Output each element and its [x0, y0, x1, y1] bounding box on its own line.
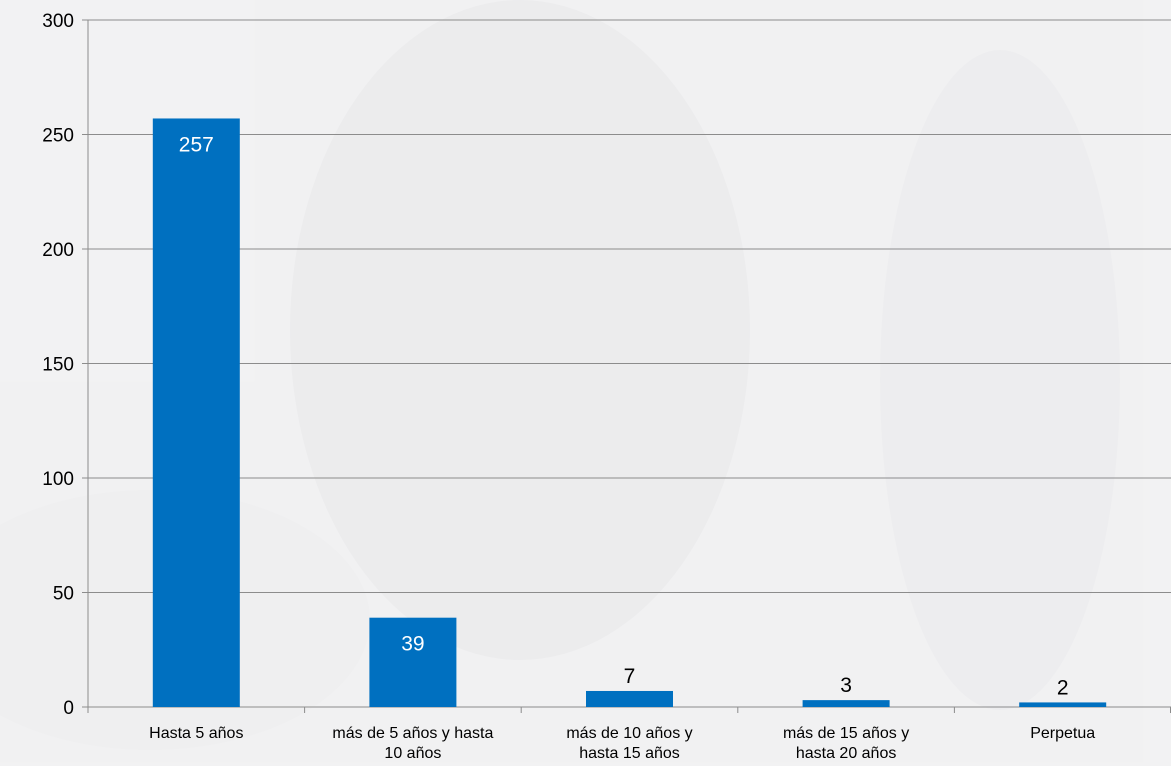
bar	[1019, 702, 1107, 707]
bar	[586, 690, 673, 707]
bar	[802, 700, 890, 707]
x-category-label: hasta 20 años	[796, 745, 897, 762]
data-label: 3	[840, 674, 852, 697]
y-tick-label: 150	[42, 355, 74, 376]
data-label: 2	[1057, 676, 1069, 699]
y-tick-label: 0	[63, 698, 74, 719]
y-tick-label: 300	[42, 11, 74, 32]
x-category-label: más de 10 años y	[566, 725, 692, 742]
data-label: 257	[179, 133, 214, 156]
x-category-label: hasta 15 años	[579, 745, 680, 762]
y-tick-label: 100	[42, 469, 74, 490]
data-label: 39	[401, 633, 424, 656]
y-tick-label: 50	[53, 584, 74, 605]
grid-lines	[88, 19, 1171, 593]
y-tick-label: 250	[42, 126, 74, 147]
y-tick-label: 200	[42, 240, 74, 261]
x-category-label: 10 años	[384, 745, 441, 762]
bars	[152, 118, 1107, 708]
bar	[152, 118, 240, 708]
x-category-label: Perpetua	[1030, 725, 1095, 742]
x-category-label: más de 5 años y hasta	[332, 725, 493, 742]
x-category-label: Hasta 5 años	[149, 725, 243, 742]
data-label: 7	[624, 665, 636, 688]
x-category-label: más de 15 años y	[783, 725, 909, 742]
labels: 0 50 100 150 200 250 300 257 Hasta 5 años 39 más d…	[42, 11, 1095, 762]
bar	[369, 617, 457, 707]
